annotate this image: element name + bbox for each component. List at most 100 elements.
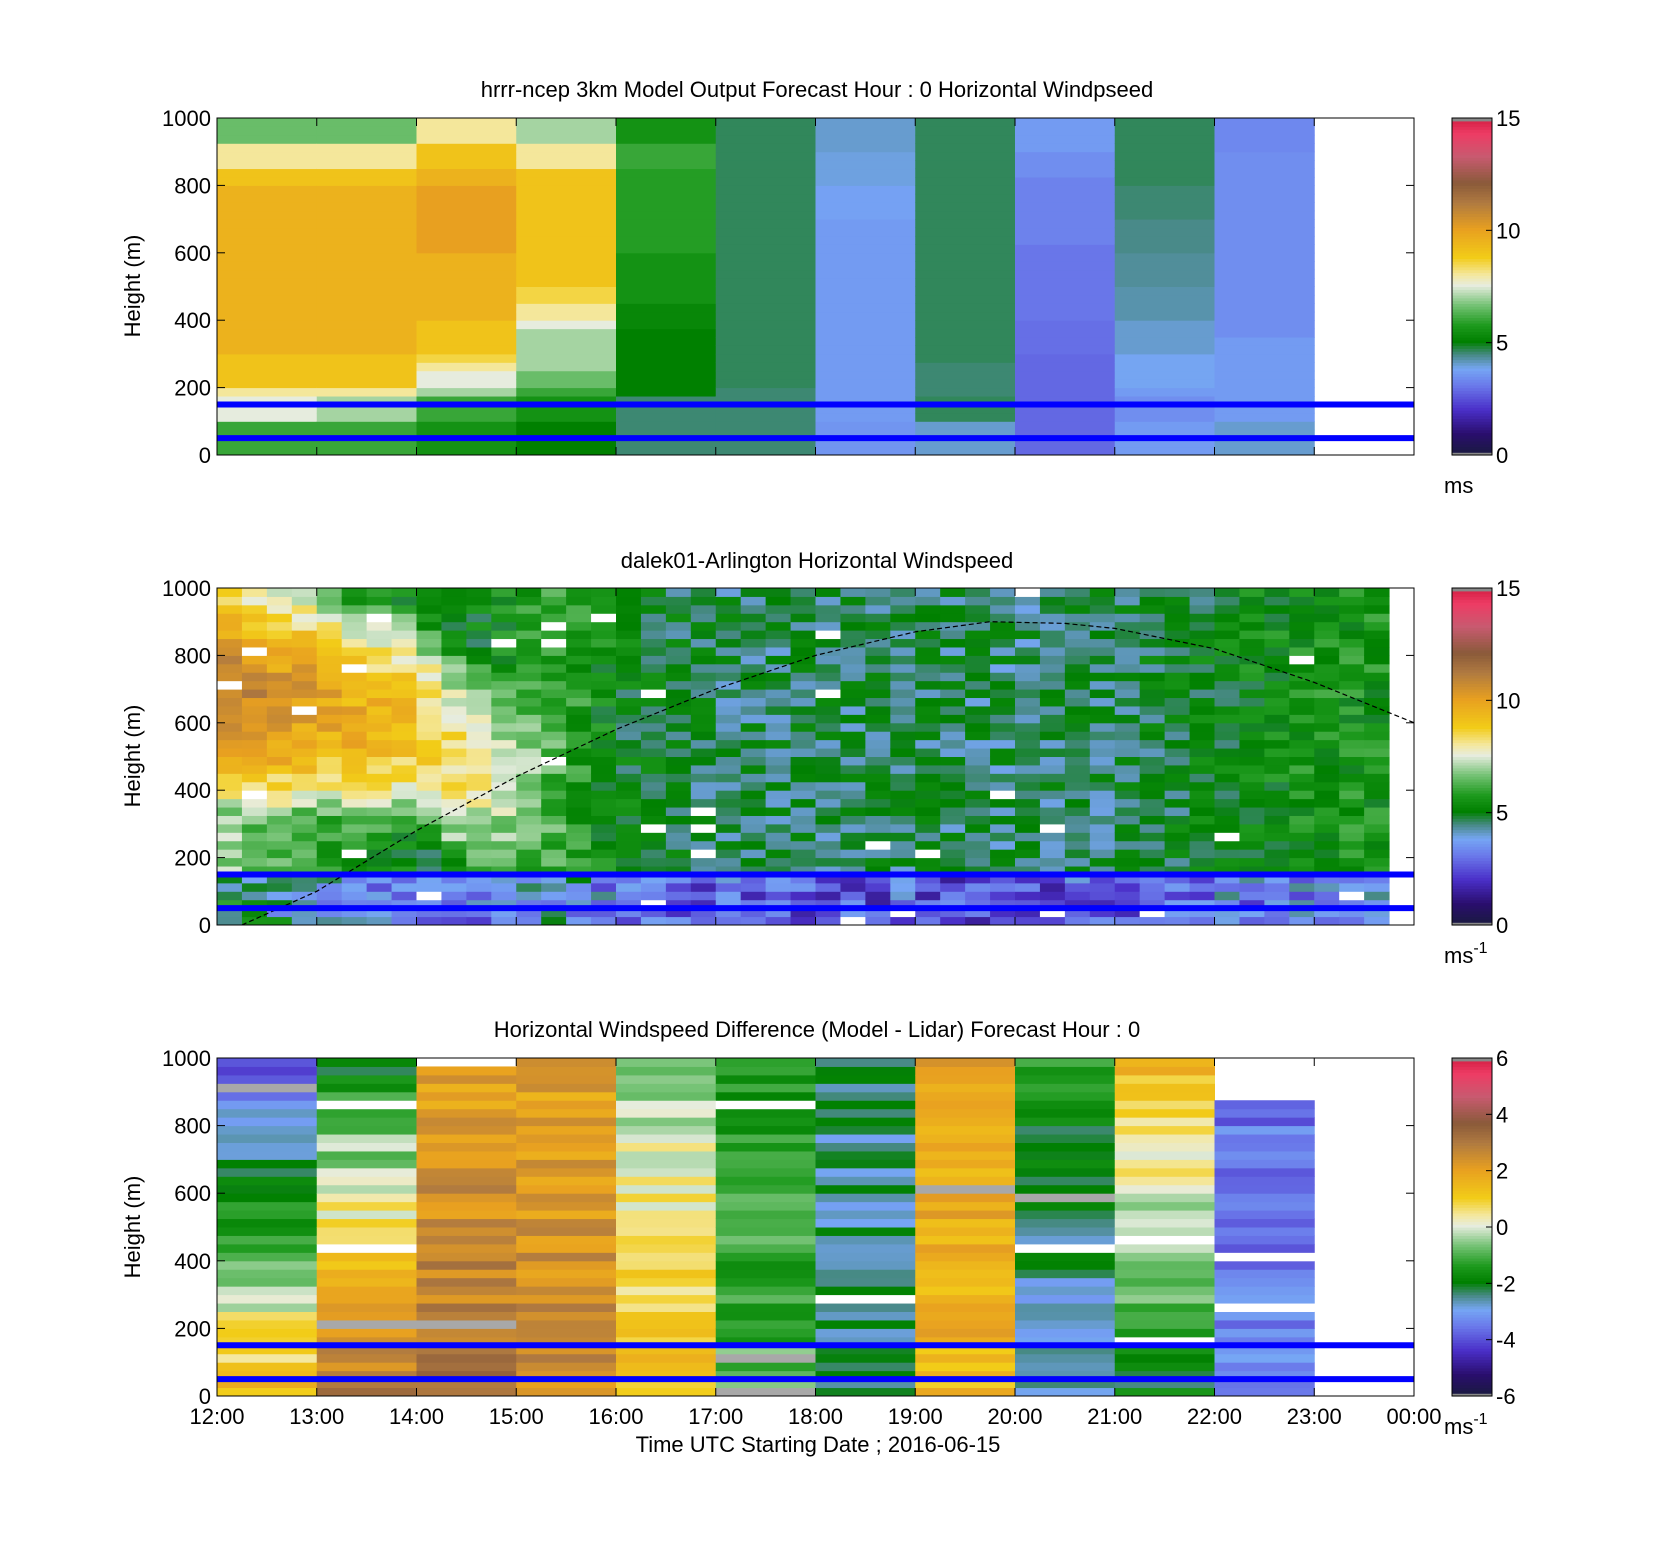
heatmap-cell [1239, 849, 1265, 859]
heatmap-cell [715, 815, 742, 825]
heatmap-cell [416, 278, 517, 287]
heatmap-cell [1015, 739, 1041, 749]
heatmap-cell [815, 1142, 916, 1152]
heatmap-cell [316, 832, 343, 842]
heatmap-cell [591, 857, 617, 867]
colorbar-swatch [1452, 1288, 1492, 1293]
heatmap-cell [516, 1058, 617, 1067]
heatmap-cell [815, 1227, 916, 1236]
heatmap-cell [516, 404, 617, 414]
heatmap-cell [516, 202, 617, 212]
heatmap-cell [915, 1303, 1016, 1312]
heatmap-cell [715, 219, 816, 229]
heatmap-cell [965, 790, 991, 800]
heatmap-cell [217, 731, 243, 741]
heatmap-cell [416, 705, 442, 715]
heatmap-cell [840, 697, 866, 707]
heatmap-cell [1364, 823, 1390, 833]
heatmap-cell [516, 176, 617, 186]
y-tick-label: 800 [174, 643, 211, 668]
heatmap-cell [990, 596, 1016, 606]
heatmap-cell [1114, 1294, 1215, 1304]
heatmap-cell [1264, 621, 1290, 631]
heatmap-cell [341, 764, 368, 774]
heatmap-cell [815, 252, 916, 262]
heatmap-cell [266, 646, 293, 656]
heatmap-cell [715, 1235, 816, 1245]
heatmap-cell [541, 798, 567, 808]
heatmap-cell [1364, 891, 1390, 901]
heatmap-cell [940, 866, 966, 875]
heatmap-cell [915, 1345, 1016, 1355]
heatmap-cell [1089, 781, 1116, 791]
heatmap-cell [591, 815, 617, 825]
heatmap-cell [1164, 866, 1191, 875]
colorbar-swatch [1452, 1108, 1492, 1113]
colorbar-swatch [1452, 438, 1492, 442]
heatmap-cell [715, 320, 816, 330]
heatmap-cell [416, 1100, 517, 1110]
heatmap-cell [890, 790, 916, 800]
heatmap-cell [1239, 630, 1265, 640]
heatmap-cell [516, 118, 617, 127]
heatmap-cell [217, 396, 318, 405]
heatmap-cell [665, 899, 692, 909]
colorbar-swatch [1452, 320, 1492, 324]
heatmap-cell [1089, 908, 1116, 918]
heatmap-cell [940, 604, 966, 614]
y-tick-label: 1000 [162, 106, 211, 131]
heatmap-cell [815, 655, 841, 665]
heatmap-cell [1214, 294, 1315, 304]
colorbar-swatch [1452, 1348, 1492, 1352]
heatmap-cell [865, 849, 891, 859]
heatmap-cell [441, 731, 467, 741]
heatmap-cell [266, 857, 293, 867]
heatmap-cell [1314, 731, 1340, 741]
heatmap-cell [491, 815, 517, 825]
heatmap-cell [217, 857, 243, 867]
heatmap-cell [1164, 621, 1191, 631]
heatmap-cell [1114, 764, 1141, 774]
heatmap-cell [940, 773, 966, 783]
heatmap-cell [341, 832, 368, 842]
heatmap-cell [266, 823, 293, 833]
heatmap-cell [616, 1269, 717, 1279]
heatmap-cell [1015, 857, 1041, 867]
heatmap-cell [1239, 756, 1265, 766]
heatmap-cell [541, 840, 567, 850]
heatmap-cell [840, 832, 866, 842]
heatmap-cell [640, 613, 667, 623]
heatmap-cell [341, 630, 368, 640]
heatmap-cell [416, 1286, 517, 1296]
heatmap-cell [1289, 823, 1315, 833]
heatmap-cell [1015, 143, 1116, 153]
heatmap-cell [1089, 773, 1116, 783]
heatmap-cell [815, 311, 916, 321]
colorbar-swatch [1452, 432, 1492, 436]
heatmap-cell [217, 294, 318, 304]
heatmap-cell [1015, 891, 1041, 901]
y-tick-label: 800 [174, 173, 211, 198]
colorbar-swatch [1452, 1207, 1492, 1211]
heatmap-cell [1289, 630, 1315, 640]
heatmap-cell [1264, 764, 1290, 774]
heatmap-cell [441, 663, 467, 673]
heatmap-cell [1015, 261, 1116, 271]
heatmap-cell [1264, 680, 1290, 690]
heatmap-cell [541, 663, 567, 673]
heatmap-cell [566, 604, 592, 614]
heatmap-cell [915, 655, 941, 665]
colorbar-swatch [1452, 793, 1492, 797]
heatmap-cell [391, 613, 417, 623]
colorbar-swatch [1452, 1381, 1492, 1386]
heatmap-cell [441, 882, 467, 892]
heatmap-cell [915, 621, 941, 631]
heatmap-cell [815, 227, 916, 237]
heatmap-cell [740, 781, 767, 791]
heatmap-cell [1214, 1269, 1315, 1279]
heatmap-cell [1339, 764, 1365, 774]
heatmap-cell [1239, 613, 1265, 623]
heatmap-cell [640, 798, 667, 808]
heatmap-cell [516, 908, 542, 918]
